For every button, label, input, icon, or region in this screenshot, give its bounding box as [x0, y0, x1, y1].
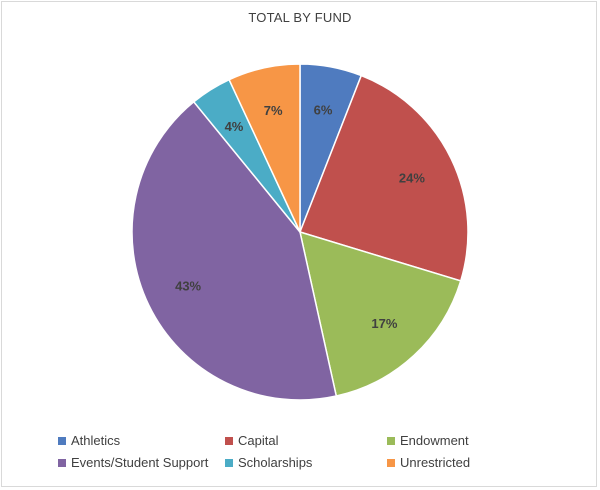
data-label-unrestricted: 7% [264, 103, 283, 118]
data-label-events-student-support: 43% [175, 279, 201, 294]
data-label-scholarships: 4% [225, 119, 244, 134]
pie-slice-unrestricted [228, 63, 301, 233]
chart-title: TOTAL BY FUND [248, 10, 352, 25]
pie-slice-endowment [298, 230, 462, 397]
pie-slice-events-student-support [131, 100, 338, 401]
data-label-athletics: 6% [314, 102, 333, 117]
data-label-capital: 24% [399, 170, 425, 185]
data-label-endowment: 17% [371, 316, 397, 331]
pie-slice-capital [299, 74, 469, 282]
